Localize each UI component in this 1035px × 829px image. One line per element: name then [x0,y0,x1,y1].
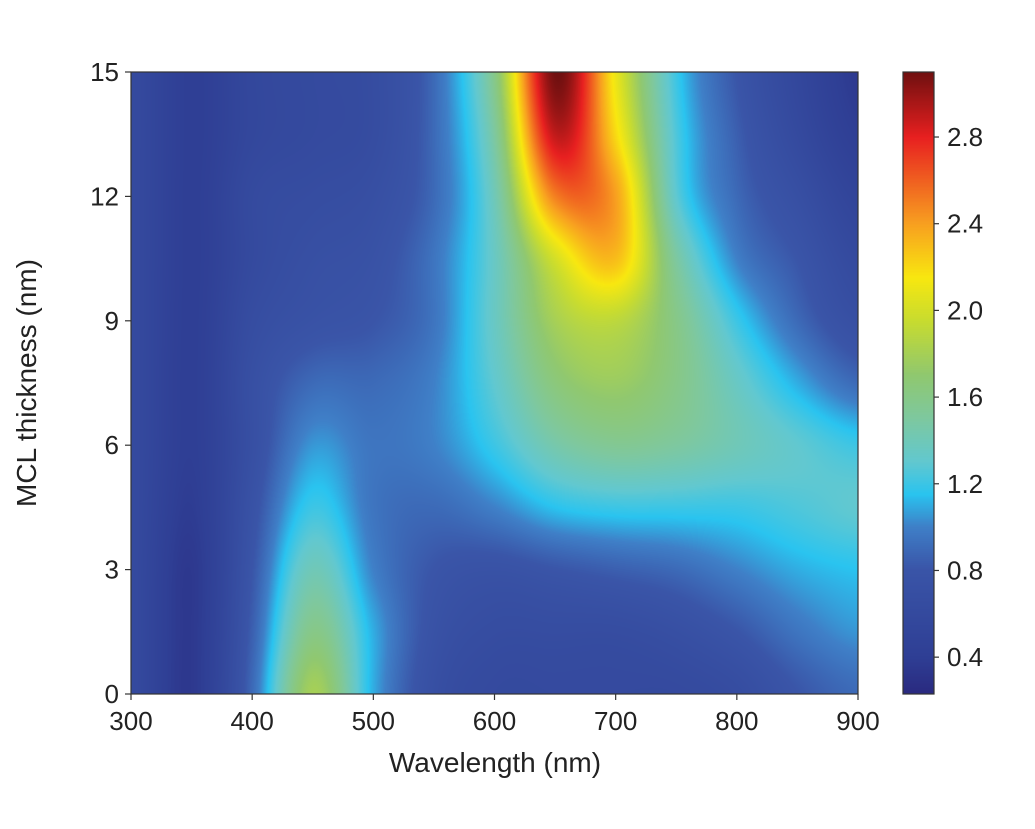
x-tick-label: 800 [715,706,758,736]
y-tick-label: 6 [105,430,119,460]
x-tick-label: 900 [836,706,879,736]
y-tick-label: 0 [105,679,119,709]
colorbar-tick-label: 0.4 [947,642,983,672]
colorbar-frame [902,71,935,695]
y-tick-label: 12 [90,181,119,211]
colorbar-tick-label: 2.8 [947,122,983,152]
colorbar-tick-label: 2.0 [947,295,983,325]
y-axis-label: MCL thickness (nm) [11,259,42,507]
x-tick-label: 300 [109,706,152,736]
y-tick-label: 3 [105,555,119,585]
heatmap-raster [131,72,858,694]
colorbar-tick-label: 1.2 [947,469,983,499]
x-axis-label: Wavelength (nm) [389,747,601,778]
x-tick-label: 700 [594,706,637,736]
plot-frame [130,71,859,695]
x-tick-label: 600 [473,706,516,736]
x-tick-label: 500 [352,706,395,736]
colorbar-tick-label: 2.4 [947,209,983,239]
y-tick-label: 9 [105,306,119,336]
x-tick-label: 400 [230,706,273,736]
colorbar [903,72,934,694]
colorbar-tick-label: 0.8 [947,555,983,585]
colorbar-tick-label: 1.6 [947,382,983,412]
y-tick-label: 15 [90,57,119,87]
